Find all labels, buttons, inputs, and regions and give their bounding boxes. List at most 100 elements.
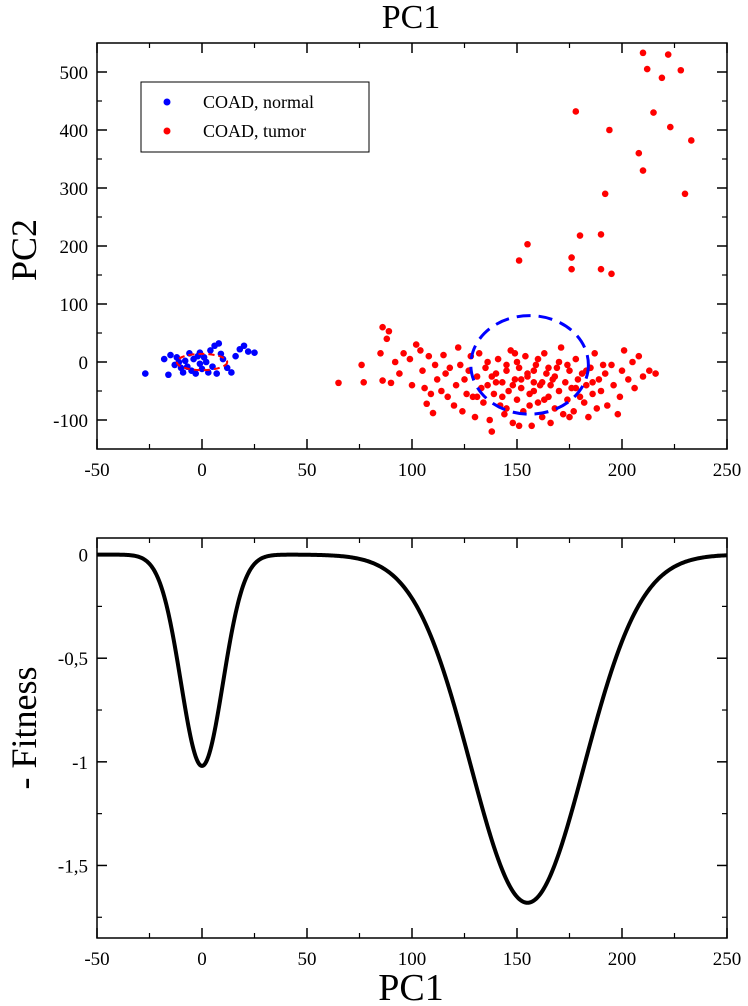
normal-point xyxy=(232,352,239,360)
normal-point xyxy=(181,357,189,365)
normal-point xyxy=(142,370,149,377)
scatter-points xyxy=(142,49,695,435)
tumor-point xyxy=(631,384,638,392)
tumor-point xyxy=(480,399,487,406)
tumor-point xyxy=(482,364,489,372)
tumor-point xyxy=(471,413,479,421)
tumor-point xyxy=(574,376,582,383)
legend-marker-normal xyxy=(163,98,171,106)
tumor-point xyxy=(391,358,399,366)
tumor-point xyxy=(639,373,647,380)
tumor-point xyxy=(421,384,428,392)
tumor-point xyxy=(562,379,569,386)
normal-point xyxy=(202,358,210,366)
tumor-point xyxy=(595,376,603,383)
tumor-point xyxy=(597,265,605,273)
tumor-point xyxy=(681,190,689,198)
scatter-x-tick-label: -50 xyxy=(84,460,109,481)
tumor-point xyxy=(566,413,573,421)
tumor-point xyxy=(513,358,521,366)
tumor-point xyxy=(335,379,342,387)
tumor-point xyxy=(566,367,573,375)
tumor-point xyxy=(625,376,632,383)
tumor-point xyxy=(620,347,628,354)
tumor-point xyxy=(446,364,454,372)
tumor-point xyxy=(457,361,464,369)
tumor-point xyxy=(515,364,523,372)
tumor-point xyxy=(667,123,674,131)
tumor-point xyxy=(524,370,531,377)
tumor-point xyxy=(425,352,433,360)
tumor-point xyxy=(585,413,592,421)
tumor-point xyxy=(629,358,636,366)
tumor-point xyxy=(463,390,470,398)
tumor-point xyxy=(488,373,496,380)
normal-point xyxy=(160,355,168,363)
tumor-point xyxy=(551,373,559,380)
tumor-point xyxy=(555,387,563,395)
tumor-point xyxy=(572,108,580,115)
scatter-chart: PC1 PC2 -50 0 50 100 150 200 250 -100 0 100 200 30… xyxy=(4,0,741,481)
fitness-x-tick-label: 150 xyxy=(503,949,532,970)
tumor-point xyxy=(538,379,546,386)
fitness-y-ticks: 0 -0,5 -1 -1,5 xyxy=(58,546,727,918)
tumor-point xyxy=(517,376,525,383)
fitness-x-axis-title: PC1 xyxy=(378,967,443,1006)
scatter-y-tick-label: 500 xyxy=(60,63,89,84)
normal-point xyxy=(179,369,187,376)
tumor-point xyxy=(572,384,580,392)
tumor-point xyxy=(417,347,424,354)
scatter-y-tick-label: 100 xyxy=(60,295,89,316)
tumor-point xyxy=(538,413,546,421)
tumor-point xyxy=(377,350,384,357)
tumor-point xyxy=(608,361,615,369)
tumor-point xyxy=(501,410,508,418)
tumor-point xyxy=(616,393,624,401)
tumor-point xyxy=(360,379,368,386)
legend-marker-tumor xyxy=(163,127,171,135)
tumor-point xyxy=(490,390,498,398)
tumor-point xyxy=(639,49,647,57)
tumor-point xyxy=(589,390,596,398)
tumor-point xyxy=(591,350,598,357)
tumor-point xyxy=(610,381,617,389)
tumor-point xyxy=(429,409,437,417)
tumor-point xyxy=(541,350,548,357)
tumor-point xyxy=(515,422,523,430)
fitness-y-axis-title: - Fitness xyxy=(4,666,44,789)
tumor-point xyxy=(608,270,615,278)
tumor-point xyxy=(528,422,535,430)
scatter-y-tick-label: 300 xyxy=(60,179,89,200)
fitness-x-tick-label: -50 xyxy=(84,949,109,970)
tumor-point xyxy=(643,65,651,73)
tumor-cluster-ellipse xyxy=(469,314,590,416)
tumor-point xyxy=(635,149,643,157)
tumor-point xyxy=(503,367,510,375)
tumor-point xyxy=(517,384,525,392)
normal-point xyxy=(192,370,199,377)
tumor-point xyxy=(505,387,512,395)
tumor-point xyxy=(419,367,426,375)
tumor-point xyxy=(570,408,577,415)
scatter-y-tick-label: 0 xyxy=(79,353,89,374)
tumor-point xyxy=(358,361,365,369)
tumor-point xyxy=(593,405,601,412)
fitness-x-ticks: -50 0 50 100 150 200 250 xyxy=(84,538,741,970)
tumor-point xyxy=(379,377,386,384)
tumor-point xyxy=(408,381,416,389)
normal-point xyxy=(228,369,235,376)
fitness-x-tick-label: 50 xyxy=(298,949,317,970)
tumor-point xyxy=(513,396,521,404)
legend-label-tumor: COAD, tumor xyxy=(203,121,306,141)
tumor-point xyxy=(431,361,439,369)
tumor-point xyxy=(532,361,540,369)
scatter-y-tick-label: 200 xyxy=(60,237,89,258)
normal-point xyxy=(215,340,223,347)
tumor-point xyxy=(379,323,386,331)
tumor-point xyxy=(534,355,542,363)
scatter-y-ticks: -100 0 100 200 300 400 500 xyxy=(53,63,727,432)
normal-point xyxy=(251,349,258,357)
scatter-x-tick-label: 50 xyxy=(298,460,317,481)
tumor-point xyxy=(515,257,523,264)
